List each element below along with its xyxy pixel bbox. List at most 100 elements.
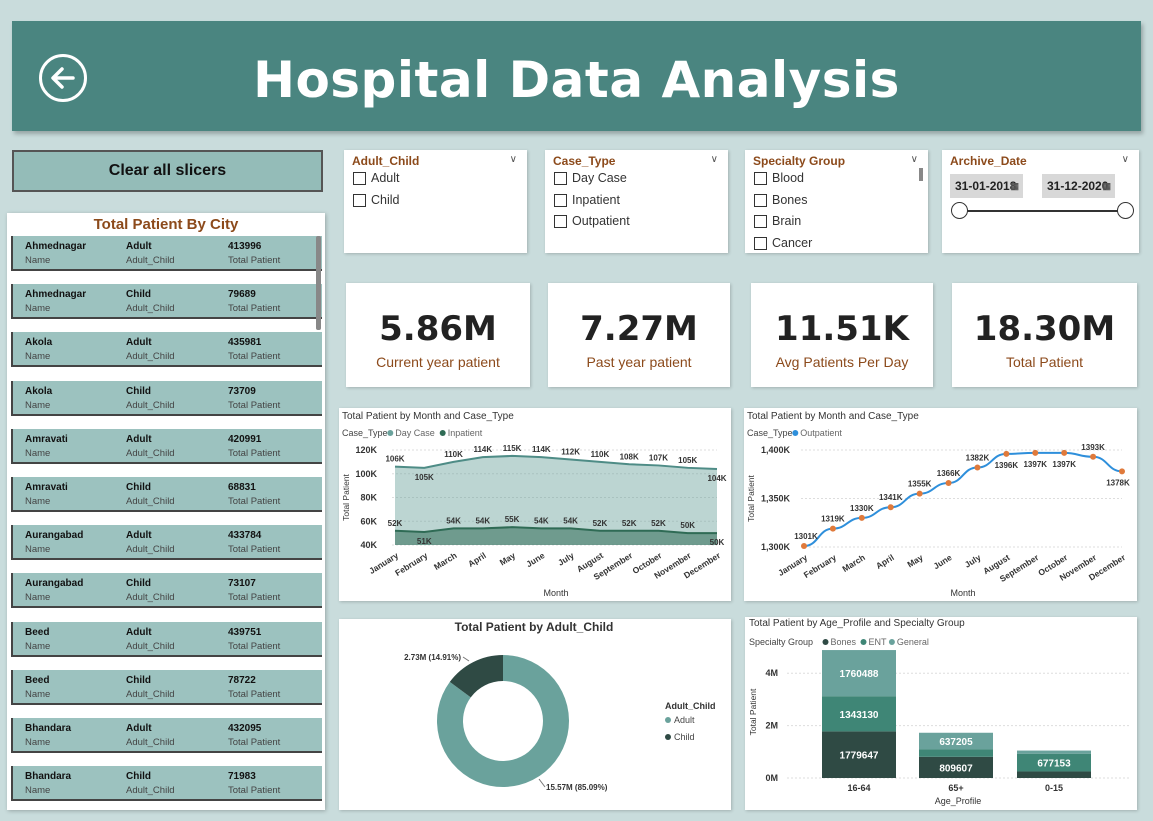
slicer-option-outpatient[interactable]: Outpatient [554,214,630,228]
data-point [974,464,981,471]
table-row[interactable]: Ahmednagar Name Adult Adult_Child 413996 Tota… [11,236,322,271]
calendar-icon[interactable]: ▦ [1010,181,1019,191]
start-date-input[interactable]: 31-01-2018 ▦ [950,174,1023,198]
kpi-avg-per-day: 11.51K Avg Patients Per Day [751,283,933,387]
y-tick-label: 0M [765,773,778,783]
table-row[interactable]: Bhandara Name Child Adult_Child 71983 Total P… [11,766,322,802]
chevron-down-icon[interactable]: ∨ [710,154,718,165]
bar-segment [919,749,993,757]
table-row[interactable]: Amravati Name Adult Adult_Child 420991 Total … [11,428,322,464]
cell-value: 420991 [228,433,262,445]
cell-label: Total Patient [228,688,281,700]
legend-title: Case_Type [342,428,388,438]
table-row[interactable]: Beed Name Adult Adult_Child 439751 Total Pati… [11,621,322,657]
table-row[interactable]: Bhandara Name Adult Adult_Child 432095 Total … [11,717,322,753]
cell-value: 73709 [228,385,256,397]
legend-marker [822,639,829,645]
table-row[interactable]: Amravati Name Child Adult_Child 68831 Total P… [11,476,322,512]
cell-label: Name [25,736,51,748]
kpi-value: 18.30M [973,309,1116,349]
line-chart[interactable]: Total Patient by Month and Case_Type Case… [744,408,1137,601]
option-label: Inpatient [572,193,620,207]
legend-entry: ENT [869,637,888,647]
cell-value: Beed [25,674,50,686]
date-slider-end-handle[interactable] [1117,202,1134,219]
y-tick-label: 4M [765,668,778,678]
table-row[interactable]: Akola Name Child Adult_Child 73709 Total Pati… [11,380,322,416]
slicer-option-child[interactable]: Child [353,193,400,207]
data-label: 1343130 [840,710,879,721]
checkbox[interactable] [754,236,767,250]
slicer-option-brain[interactable]: Brain [754,214,801,228]
legend-entry: Bones [831,637,857,647]
scrollbar[interactable] [919,168,923,181]
table-row[interactable]: Ahmednagar Name Child Adult_Child 79689 Total… [11,284,322,320]
end-date-input[interactable]: 31-12-2020 ▦ [1042,174,1115,198]
x-tick-label: June [931,552,953,571]
chart-title: Total Patient by Month and Case_Type [747,411,919,422]
kpi-label: Total Patient [1005,354,1084,370]
slice-adult [437,655,569,787]
legend-entry: Outpatient [800,428,842,438]
x-tick-label: 0-15 [1045,783,1063,793]
calendar-icon[interactable]: ▦ [1102,181,1111,191]
slicer-option-inpatient[interactable]: Inpatient [554,193,620,207]
table-row[interactable]: Akola Name Adult Adult_Child 435981 Total Pat… [11,332,322,368]
cell-label: Adult_Child [126,255,175,266]
data-label: 114K [532,445,551,454]
specialty-group-slicer: Specialty Group ∨ Blood Bones Brain Canc… [745,150,928,253]
header-banner: Hospital Data Analysis [12,21,1141,131]
cell-label: Name [25,351,51,363]
chevron-down-icon[interactable]: ∨ [509,154,517,165]
cell-label: Adult_Child [126,544,175,556]
checkbox[interactable] [554,214,567,228]
x-axis-label: Month [543,588,568,598]
checkbox[interactable] [353,171,366,185]
table-row[interactable]: Aurangabad Name Child Adult_Child 73107 Total… [11,573,322,609]
data-label: 110K [444,450,463,459]
checkbox[interactable] [554,171,567,185]
checkbox[interactable] [754,193,767,207]
date-slider-start-handle[interactable] [951,202,968,219]
checkbox[interactable] [754,214,767,228]
checkbox[interactable] [554,193,567,207]
donut-chart[interactable]: Total Patient by Adult_Child 15.57M (85.0… [339,619,731,810]
data-label: 54K [475,516,490,525]
cell-label: Name [25,640,51,652]
archive-date-slicer: Archive_Date ∨ 31-01-2018 ▦ 31-12-2020 ▦ [942,150,1139,253]
slicer-option-adult[interactable]: Adult [353,171,400,185]
city-list[interactable]: Ahmednagar Name Adult Adult_Child 413996 Tota… [11,236,322,810]
y-tick-label: 80K [360,493,377,503]
back-button[interactable] [39,54,87,102]
data-label: 104K [707,474,726,483]
slicer-option-day-case[interactable]: Day Case [554,171,627,185]
date-slider-track[interactable] [959,210,1127,212]
clear-all-slicers-button[interactable]: Clear all slicers [12,150,323,192]
chevron-down-icon[interactable]: ∨ [910,154,918,165]
checkbox[interactable] [754,171,767,185]
arrow-left-icon [51,67,75,89]
data-label: 50K [680,521,695,530]
cell-value: 413996 [228,241,262,252]
table-row[interactable]: Beed Name Child Adult_Child 78722 Total Patie… [11,669,322,705]
data-label: 1366K [937,469,961,478]
data-label: 1382K [966,453,990,462]
checkbox[interactable] [353,193,366,207]
stacked-bar-chart[interactable]: Total Patient by Age_Profile and Special… [745,617,1137,810]
data-label: 105K [678,456,697,465]
table-row[interactable]: Aurangabad Name Adult Adult_Child 433784 Tota… [11,525,322,561]
chevron-down-icon[interactable]: ∨ [1121,154,1129,165]
data-label: 112K [561,448,580,457]
slicer-option-bones[interactable]: Bones [754,193,807,207]
cell-value: 439751 [228,626,262,638]
cell-label: Name [25,447,51,459]
cell-value: Beed [25,626,50,638]
x-tick-label: June [524,550,546,569]
bar-segment [919,756,993,778]
scrollbar[interactable] [316,236,321,330]
slicer-option-blood[interactable]: Blood [754,171,804,185]
area-chart[interactable]: Total Patient by Month and Case_Type Case… [339,408,731,601]
y-axis-label: Total Patient [748,688,758,735]
cell-label: Name [25,495,51,507]
slicer-option-cancer[interactable]: Cancer [754,236,812,250]
